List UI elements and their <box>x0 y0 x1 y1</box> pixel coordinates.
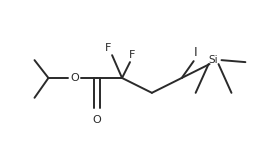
Text: Si: Si <box>209 55 218 65</box>
Text: I: I <box>194 46 197 59</box>
Text: F: F <box>129 50 135 60</box>
Text: O: O <box>93 115 102 125</box>
Text: F: F <box>105 43 111 53</box>
Text: O: O <box>70 73 79 83</box>
